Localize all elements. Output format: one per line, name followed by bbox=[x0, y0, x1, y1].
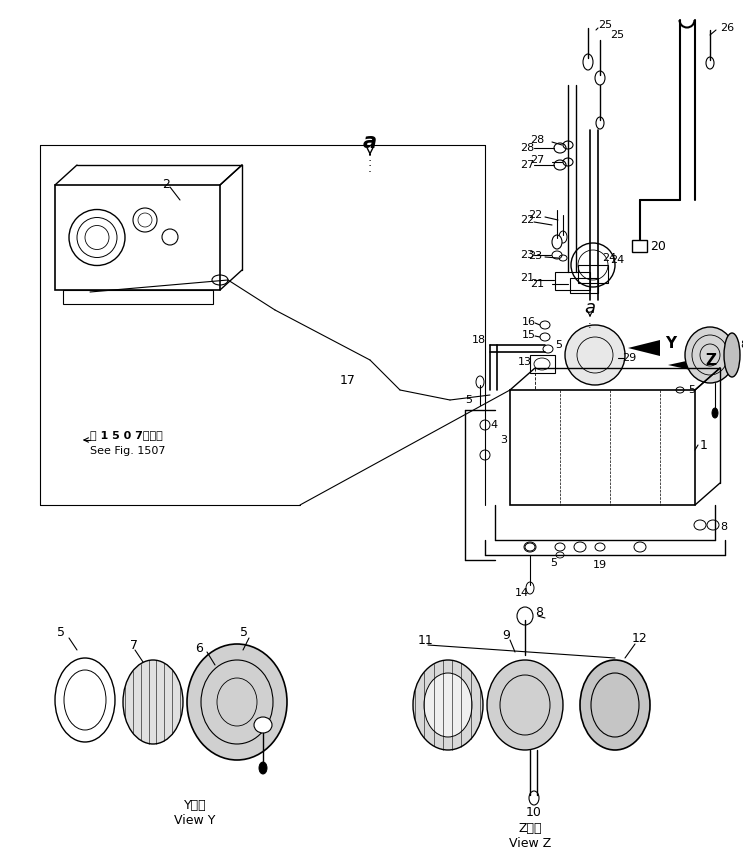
Text: 23: 23 bbox=[520, 250, 534, 260]
Text: 25: 25 bbox=[598, 20, 612, 30]
Ellipse shape bbox=[526, 582, 534, 594]
Text: View Z: View Z bbox=[509, 836, 551, 849]
Bar bbox=[570, 278, 598, 293]
Text: 11: 11 bbox=[418, 633, 434, 646]
Ellipse shape bbox=[595, 71, 605, 85]
Text: 13: 13 bbox=[518, 357, 532, 367]
Text: 16: 16 bbox=[522, 317, 536, 327]
Ellipse shape bbox=[596, 117, 604, 129]
Ellipse shape bbox=[706, 57, 714, 69]
Text: 8: 8 bbox=[720, 522, 727, 532]
Ellipse shape bbox=[552, 235, 562, 249]
Text: View Y: View Y bbox=[175, 814, 215, 827]
Text: .: . bbox=[368, 161, 372, 174]
Bar bbox=[555, 272, 590, 290]
Text: 14: 14 bbox=[515, 588, 529, 598]
Text: 29: 29 bbox=[622, 353, 636, 363]
Ellipse shape bbox=[187, 644, 287, 760]
Text: 22: 22 bbox=[520, 215, 534, 225]
Ellipse shape bbox=[583, 54, 593, 70]
Polygon shape bbox=[668, 358, 700, 372]
Text: 15: 15 bbox=[522, 330, 536, 340]
Text: 1: 1 bbox=[700, 438, 708, 451]
Text: Z　視: Z 視 bbox=[519, 822, 542, 835]
Text: 19: 19 bbox=[593, 560, 607, 570]
Text: 23: 23 bbox=[528, 251, 542, 261]
Text: 3: 3 bbox=[500, 435, 507, 445]
Text: 24: 24 bbox=[610, 255, 624, 265]
Ellipse shape bbox=[123, 660, 183, 744]
Text: 20: 20 bbox=[650, 240, 666, 253]
Text: 27: 27 bbox=[530, 155, 545, 165]
Text: 9: 9 bbox=[502, 628, 510, 641]
Bar bbox=[530, 355, 555, 373]
Text: :: : bbox=[588, 320, 592, 330]
Text: 25: 25 bbox=[610, 30, 624, 40]
Ellipse shape bbox=[685, 327, 735, 383]
Text: 8: 8 bbox=[740, 340, 743, 350]
Text: 2: 2 bbox=[162, 179, 170, 192]
Text: 22: 22 bbox=[528, 210, 542, 220]
Text: Y: Y bbox=[665, 336, 676, 350]
Text: 5: 5 bbox=[240, 626, 248, 639]
Text: :: : bbox=[368, 155, 372, 168]
Text: 10: 10 bbox=[526, 805, 542, 818]
Ellipse shape bbox=[487, 660, 563, 750]
Ellipse shape bbox=[559, 231, 567, 243]
Text: 5: 5 bbox=[551, 558, 557, 568]
Text: a: a bbox=[363, 132, 377, 152]
Text: Y　視: Y 視 bbox=[184, 798, 207, 811]
Text: 27: 27 bbox=[520, 160, 534, 170]
Bar bbox=[632, 240, 647, 252]
Bar bbox=[63, 290, 213, 304]
Text: 26: 26 bbox=[720, 23, 734, 33]
Ellipse shape bbox=[724, 333, 740, 377]
Text: 5: 5 bbox=[555, 340, 562, 350]
Text: 8: 8 bbox=[535, 606, 543, 619]
Text: 第 1 5 0 7図参照: 第 1 5 0 7図参照 bbox=[90, 430, 163, 440]
Ellipse shape bbox=[517, 607, 533, 625]
Text: 21: 21 bbox=[530, 279, 544, 289]
Ellipse shape bbox=[476, 376, 484, 388]
Ellipse shape bbox=[413, 660, 483, 750]
Ellipse shape bbox=[565, 325, 625, 385]
Ellipse shape bbox=[580, 660, 650, 750]
Text: See Fig. 1507: See Fig. 1507 bbox=[90, 446, 166, 456]
Text: 21: 21 bbox=[520, 273, 534, 283]
Text: 5: 5 bbox=[57, 626, 65, 639]
Bar bbox=[578, 265, 608, 283]
Ellipse shape bbox=[424, 673, 472, 737]
Polygon shape bbox=[628, 340, 660, 356]
Text: 6: 6 bbox=[195, 641, 203, 654]
Text: 28: 28 bbox=[520, 143, 534, 153]
Text: 4: 4 bbox=[490, 420, 497, 430]
Text: 18: 18 bbox=[472, 335, 486, 345]
Ellipse shape bbox=[259, 762, 267, 774]
Text: 17: 17 bbox=[340, 374, 356, 387]
Text: 12: 12 bbox=[632, 632, 648, 645]
Ellipse shape bbox=[712, 408, 718, 418]
Ellipse shape bbox=[254, 717, 272, 733]
Bar bbox=[55, 185, 220, 290]
Text: 28: 28 bbox=[530, 135, 545, 145]
Text: 5: 5 bbox=[465, 395, 472, 405]
Text: 5: 5 bbox=[688, 385, 695, 395]
Text: 7: 7 bbox=[130, 639, 138, 652]
Ellipse shape bbox=[529, 791, 539, 805]
Text: 24: 24 bbox=[602, 253, 616, 263]
Text: a: a bbox=[585, 299, 595, 317]
Bar bbox=[510, 390, 695, 505]
Text: Z: Z bbox=[705, 352, 716, 368]
